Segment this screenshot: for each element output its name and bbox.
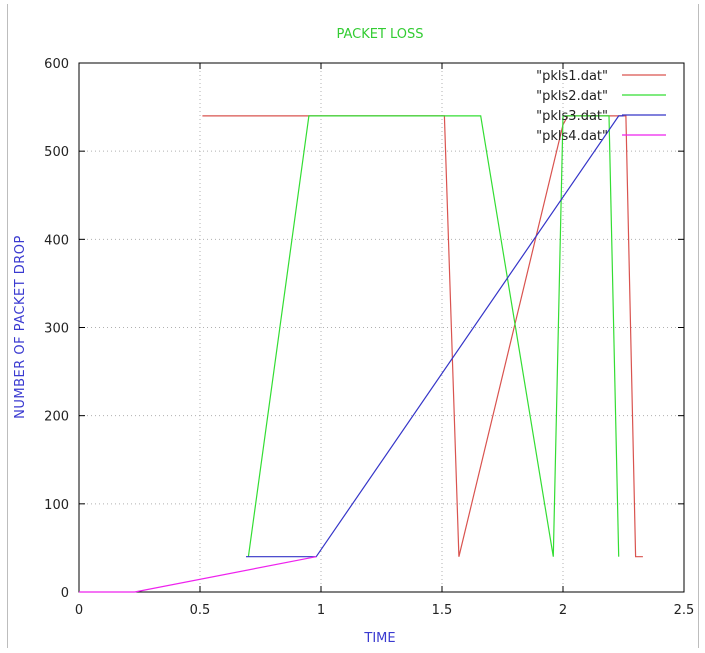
legend: "pkls1.dat" "pkls2.dat" "pkls3.dat" "pkls4.… [536, 69, 666, 144]
x-tick-label: 1.5 [432, 603, 453, 618]
x-axis-label: TIME [363, 631, 395, 646]
legend-entry-label: "pkls1.dat" [536, 69, 608, 84]
legend-entry-label: "pkls3.dat" [536, 109, 608, 124]
series-line-1 [202, 115, 643, 558]
chart-frame [7, 4, 699, 648]
x-tick-label: 0 [75, 603, 83, 618]
y-axis-label: NUMBER OF PACKET DROP [13, 235, 28, 419]
series-line-4 [79, 556, 317, 593]
series-line-2 [247, 115, 620, 557]
x-tick-label: 0.5 [190, 603, 211, 618]
chart-title: PACKET LOSS [336, 27, 423, 42]
series-line-3 [246, 115, 624, 558]
y-axis-ticks: 0 100 200 300 400 500 600 [44, 57, 684, 601]
x-axis-ticks: 0 0.5 1 1.5 2 2.5 [75, 63, 694, 618]
y-tick-label: 100 [44, 498, 69, 513]
x-tick-label: 2 [559, 603, 567, 618]
y-tick-label: 0 [61, 586, 69, 601]
y-tick-label: 400 [44, 233, 69, 248]
legend-entry-label: "pkls2.dat" [536, 89, 608, 104]
x-tick-label: 1 [317, 603, 325, 618]
legend-entry-label: "pkls4.dat" [536, 129, 608, 144]
series-lines [79, 115, 643, 593]
y-tick-label: 500 [44, 145, 69, 160]
y-tick-label: 600 [44, 57, 69, 72]
y-tick-label: 200 [44, 410, 69, 425]
x-tick-label: 2.5 [674, 603, 695, 618]
grid-lines [79, 63, 684, 592]
y-tick-label: 300 [44, 322, 69, 337]
